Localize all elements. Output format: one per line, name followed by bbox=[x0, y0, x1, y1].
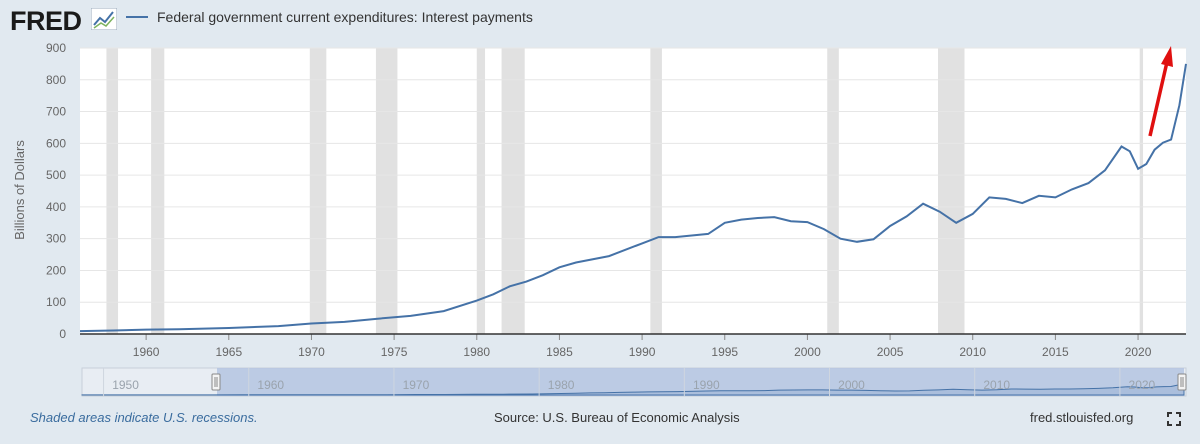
nav-tick-label-2020: 2020 bbox=[1129, 378, 1156, 392]
x-axis-ticks: 1960 1965 1970 1975 1980 1985 1990 1995 2000 2005… bbox=[133, 334, 1152, 359]
fred-logo[interactable]: FRED bbox=[10, 6, 82, 36]
range-navigator[interactable]: 1950 1960 1970 1980 1990 2000 2010 2020 bbox=[81, 367, 1187, 397]
x-tick-label-1985: 1985 bbox=[546, 345, 573, 359]
y-tick-label-100: 100 bbox=[46, 295, 66, 309]
chart-legend: Federal government current expenditures:… bbox=[126, 9, 533, 25]
y-axis-ticks: 0 100 200 300 400 500 600 700 800 900 bbox=[46, 41, 66, 341]
annotation-arrow bbox=[1148, 46, 1173, 137]
nav-tick-label-1970: 1970 bbox=[403, 378, 430, 392]
navigator-ticks: 1950 1960 1970 1980 1990 2000 2010 2020 bbox=[103, 368, 1156, 396]
fred-logo-chart-icon bbox=[91, 8, 117, 30]
recession-band-9 bbox=[1139, 48, 1144, 334]
plot-background bbox=[80, 48, 1186, 334]
line-chart: 0 100 200 300 400 500 600 700 800 900 1960 1965 197… bbox=[12, 41, 1187, 397]
y-tick-label-800: 800 bbox=[46, 73, 66, 87]
x-tick-label-2000: 2000 bbox=[794, 345, 821, 359]
x-tick-label-2005: 2005 bbox=[877, 345, 904, 359]
x-tick-label-1990: 1990 bbox=[629, 345, 656, 359]
recession-band-7 bbox=[827, 48, 839, 334]
y-tick-label-300: 300 bbox=[46, 232, 66, 246]
nav-tick-label-1990: 1990 bbox=[693, 378, 720, 392]
chart-header: FRED Federal government current expendit… bbox=[0, 0, 1200, 40]
fullscreen-icon[interactable] bbox=[1167, 412, 1181, 426]
recession-note: Shaded areas indicate U.S. recessions. bbox=[30, 410, 258, 425]
navigator-series-line bbox=[81, 382, 1185, 396]
recession-band-3 bbox=[375, 48, 398, 334]
y-tick-label-700: 700 bbox=[46, 105, 66, 119]
nav-tick-label-1980: 1980 bbox=[548, 378, 575, 392]
x-tick-label-1975: 1975 bbox=[381, 345, 408, 359]
legend-swatch bbox=[126, 16, 148, 18]
x-tick-label-1960: 1960 bbox=[133, 345, 160, 359]
recession-shading bbox=[106, 48, 1144, 334]
source-credit: Source: U.S. Bureau of Economic Analysis bbox=[494, 410, 740, 425]
recession-band-6 bbox=[650, 48, 662, 334]
recession-band-8 bbox=[938, 48, 965, 334]
legend-label: Federal government current expenditures:… bbox=[157, 9, 533, 25]
series-line-interest-payments bbox=[79, 63, 1187, 333]
x-tick-label-1965: 1965 bbox=[215, 345, 242, 359]
y-tick-label-0: 0 bbox=[59, 327, 66, 341]
nav-tick-label-1950: 1950 bbox=[112, 378, 139, 392]
recession-band-1 bbox=[151, 48, 165, 334]
grid-lines bbox=[80, 47, 1186, 303]
x-tick-label-2010: 2010 bbox=[959, 345, 986, 359]
recession-band-4 bbox=[476, 48, 486, 334]
nav-tick-label-1960: 1960 bbox=[257, 378, 284, 392]
y-tick-label-200: 200 bbox=[46, 263, 66, 277]
x-tick-label-1980: 1980 bbox=[463, 345, 490, 359]
x-tick-label-1970: 1970 bbox=[298, 345, 325, 359]
nav-tick-label-2010: 2010 bbox=[983, 378, 1010, 392]
x-tick-label-1995: 1995 bbox=[711, 345, 738, 359]
y-tick-label-400: 400 bbox=[46, 200, 66, 214]
recession-band-5 bbox=[501, 48, 525, 334]
navigator-handle-right[interactable] bbox=[1177, 373, 1187, 391]
navigator-handle-left[interactable] bbox=[211, 373, 221, 391]
site-link[interactable]: fred.stlouisfed.org bbox=[1030, 410, 1134, 425]
x-tick-label-2020: 2020 bbox=[1125, 345, 1152, 359]
recession-band-2 bbox=[309, 48, 327, 334]
y-tick-label-900: 900 bbox=[46, 41, 66, 55]
y-tick-label-600: 600 bbox=[46, 136, 66, 150]
y-tick-label-500: 500 bbox=[46, 168, 66, 182]
nav-tick-label-2000: 2000 bbox=[838, 378, 865, 392]
y-axis-label: Billions of Dollars bbox=[12, 140, 27, 240]
recession-band-0 bbox=[106, 48, 119, 334]
x-tick-label-2015: 2015 bbox=[1042, 345, 1069, 359]
